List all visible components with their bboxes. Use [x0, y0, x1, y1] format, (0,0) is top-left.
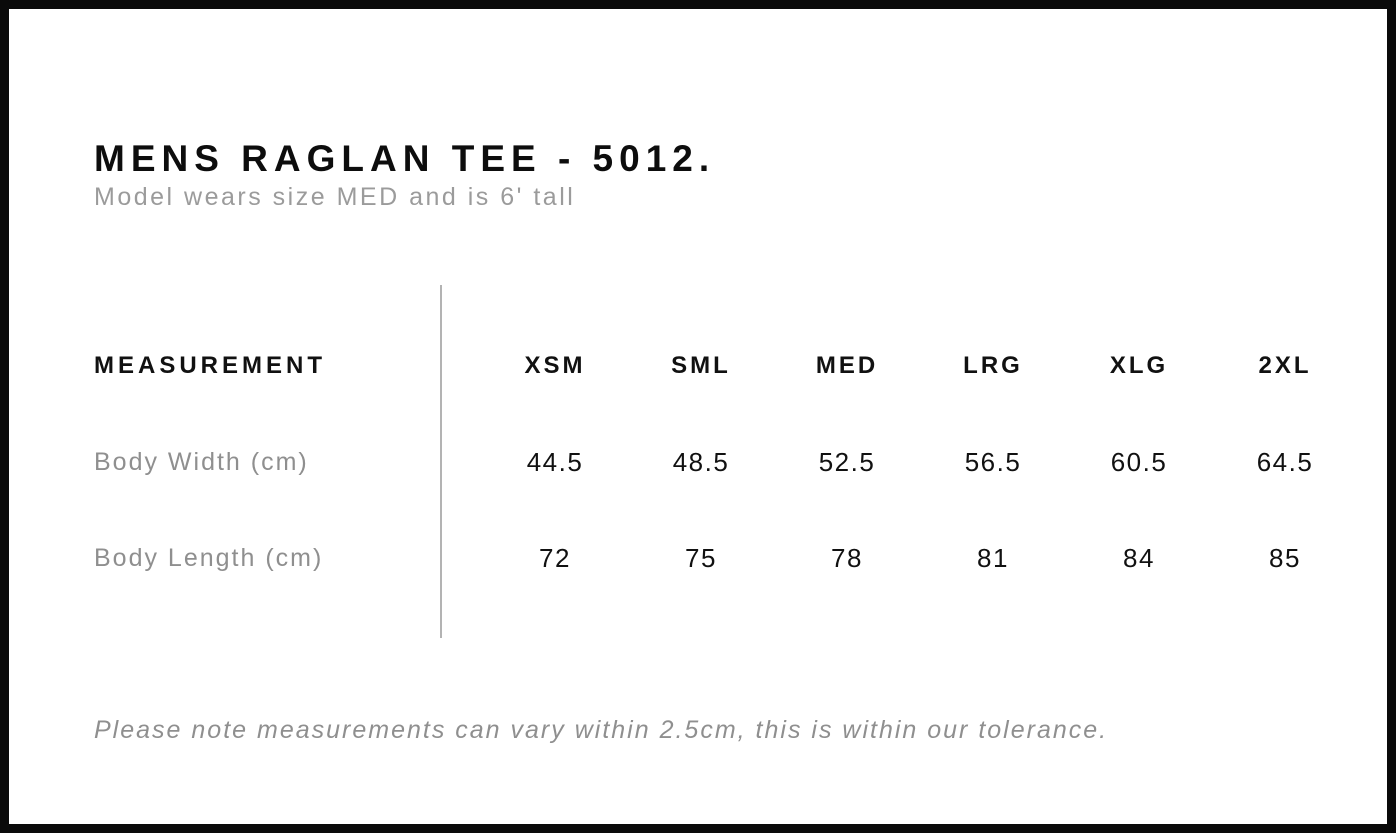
body-length-xlg: 84: [1123, 542, 1155, 573]
body-length-cells: 72 75 78 81 84 85: [482, 543, 1358, 574]
size-header-med: MED: [815, 352, 879, 379]
size-header-xlg: XLG: [1109, 352, 1169, 379]
body-length-2xl: 85: [1269, 542, 1301, 573]
body-width-xlg: 60.5: [1110, 446, 1168, 477]
body-width-med: 52.5: [818, 446, 876, 477]
body-length-med: 78: [831, 542, 863, 573]
table-vertical-divider: [440, 285, 442, 638]
body-width-cells: 44.5 48.5 52.5 56.5 60.5 64.5: [482, 447, 1358, 478]
body-width-sml: 48.5: [672, 446, 730, 477]
table-header-row: MEASUREMENT XSM SML MED LRG XLG 2XL: [94, 318, 1358, 414]
body-width-lrg: 56.5: [964, 446, 1022, 477]
size-header-cells: XSM SML MED LRG XLG 2XL: [482, 352, 1358, 380]
size-chart-table: MEASUREMENT XSM SML MED LRG XLG 2XL Body…: [94, 318, 1358, 606]
size-header-sml: SML: [671, 352, 731, 379]
body-length-xsm: 72: [539, 542, 571, 573]
size-header-2xl: 2XL: [1258, 352, 1312, 379]
table-row-body-width: Body Width (cm) 44.5 48.5 52.5 56.5 60.5…: [94, 414, 1358, 510]
tolerance-note: Please note measurements can vary within…: [94, 716, 1109, 744]
measurement-column-header: MEASUREMENT: [94, 352, 327, 379]
size-header-lrg: LRG: [963, 352, 1023, 379]
body-width-2xl: 64.5: [1256, 446, 1314, 477]
page-title: MENS RAGLAN TEE - 5012.: [94, 137, 716, 179]
model-size-note: Model wears size MED and is 6' tall: [94, 183, 576, 211]
body-width-xsm: 44.5: [526, 446, 584, 477]
table-row-body-length: Body Length (cm) 72 75 78 81 84 85: [94, 510, 1358, 606]
body-length-sml: 75: [685, 542, 717, 573]
body-length-lrg: 81: [977, 542, 1009, 573]
size-header-xsm: XSM: [524, 352, 586, 379]
row-label-body-width: Body Width (cm): [94, 447, 309, 476]
row-label-body-length: Body Length (cm): [94, 543, 324, 572]
